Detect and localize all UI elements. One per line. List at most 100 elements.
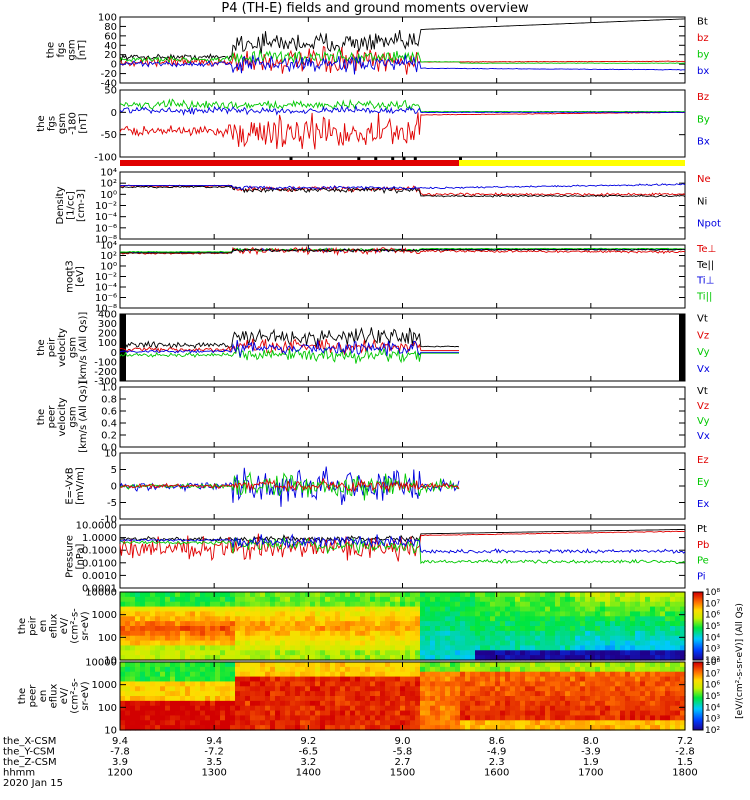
legend-Ey: Ey <box>697 477 709 488</box>
y-tick-label-peer_vel: 0.0 <box>101 443 117 454</box>
y-axis-label-fgs_m180: the <box>36 115 47 131</box>
series-by <box>119 48 686 65</box>
y-axis-label-peer_vel: gsm <box>68 406 79 427</box>
heatmap-peir-eflux <box>120 592 686 661</box>
state-bar-yellow <box>459 160 685 166</box>
y-axis-label-peer_vel: [km/s (All Qs)] <box>78 381 89 453</box>
series-Vz <box>119 338 459 356</box>
y-tick-label-peer_eflux: 10 <box>104 726 117 737</box>
y-tick-label-pressure: 0.0100 <box>82 558 117 569</box>
chart-title: P4 (TH-E) fields and ground moments over… <box>221 1 529 16</box>
y-tick-label-fgs_m180: 0 <box>111 108 117 119</box>
y-tick-label-peer_eflux: 1000 <box>92 680 117 691</box>
legend-Bz: Bz <box>697 92 709 103</box>
y-axis-label-density: [1/cc] <box>66 191 77 220</box>
series-Vx <box>119 340 459 357</box>
y-tick-label-pressure: 10.0000 <box>76 521 117 532</box>
x-axis-row-label: the_Y-CSM <box>3 747 55 758</box>
legend-Ni: Ni <box>697 196 707 207</box>
series-By <box>119 98 685 113</box>
y-axis-label-peer_vel: velocity <box>57 397 68 436</box>
panel-frame-density <box>119 171 686 240</box>
colorbar-label: [eV/(cm²-s-sr-eV)] (All Qs) <box>735 603 745 719</box>
y-tick-label-fgs: 20 <box>104 50 117 61</box>
y-tick-label-pressure: 0.0001 <box>82 584 117 595</box>
legend-Ez: Ez <box>697 455 709 466</box>
y-axis-label-density: [cm-3] <box>76 189 87 222</box>
y-tick-label-density: 10⁻⁴ <box>95 212 117 223</box>
state-bar-mark <box>357 157 361 160</box>
y-axis-label-efield: [mV/m] <box>75 467 86 505</box>
legend-Vz: Vz <box>697 401 709 412</box>
x-tick-label: 8.0 <box>583 736 599 747</box>
y-tick-label-peir_eflux: 10 <box>104 656 117 667</box>
x-tick-label: 2.7 <box>395 757 411 768</box>
x-tick-label: -2.8 <box>675 747 695 758</box>
x-tick-label: 1500 <box>390 768 415 779</box>
y-tick-label-fgs_m180: -100 <box>94 153 117 164</box>
series-Bt <box>119 18 685 63</box>
colorbar-tick-label: 10⁴ <box>705 703 720 713</box>
y-axis-label-fgs_m180: [nT] <box>78 113 89 133</box>
x-tick-label: 3.2 <box>300 757 316 768</box>
legend-Ex: Ex <box>697 499 709 510</box>
y-tick-label-temp: 10⁻² <box>95 272 117 283</box>
legend-Ti⊥: Ti⊥ <box>696 276 714 287</box>
series-Te-perp <box>119 245 686 257</box>
legend-Vy: Vy <box>697 416 710 427</box>
y-axis-label-peir_vel: velocity <box>57 328 68 367</box>
y-tick-label-pressure: 0.0010 <box>82 571 117 582</box>
y-tick-label-temp: 10⁻⁴ <box>95 283 117 294</box>
x-tick-label: 2.3 <box>489 757 505 768</box>
y-tick-label-peir_vel: -200 <box>94 367 117 378</box>
y-axis-label-fgs: the <box>46 42 57 58</box>
y-tick-label-peer_eflux: 100 <box>98 703 117 714</box>
x-tick-label: 9.4 <box>112 736 128 747</box>
series-Ni <box>119 185 686 198</box>
y-tick-label-peer_eflux: 10000 <box>85 658 117 669</box>
y-tick-label-peir_eflux: 10000 <box>85 588 117 599</box>
state-bar-mark <box>391 157 395 160</box>
colorbar-tick-label: 10⁵ <box>705 692 720 702</box>
y-axis-label-peer_eflux: (cm²-s- <box>70 678 81 714</box>
state-bar-mark <box>289 157 293 160</box>
x-tick-label: -7.8 <box>110 747 130 758</box>
legend-Vz: Vz <box>697 330 709 341</box>
x-axis-row-label: the_Z-CSM <box>3 757 57 768</box>
y-tick-label-pressure: 0.1000 <box>82 546 117 557</box>
x-axis-date: 2020 Jan 15 <box>3 778 63 789</box>
y-axis-label-fgs_m180: -180 <box>68 112 79 135</box>
y-tick-label-temp: 10⁴ <box>100 241 117 252</box>
y-axis-label-peer_eflux: en <box>38 690 49 703</box>
colorbar-tick-label: 10⁷ <box>705 669 720 679</box>
legend-Bx: Bx <box>697 137 710 148</box>
state-bar-mark <box>402 157 406 160</box>
legend-Ne: Ne <box>697 174 711 185</box>
y-axis-label-temp: moqt3 <box>65 260 76 293</box>
x-tick-label: 9.4 <box>206 736 222 747</box>
y-axis-label-efield: E=-VxB <box>65 467 76 504</box>
legend-Npot: Npot <box>697 219 721 230</box>
y-axis-label-peir_vel: peir <box>47 337 58 357</box>
colorbar-tick-label: 10³ <box>705 645 720 655</box>
x-tick-label: 1800 <box>672 768 697 779</box>
legend-Pe: Pe <box>697 556 709 567</box>
colorbar-tick-label: 10⁴ <box>705 633 720 643</box>
y-axis-label-fgs_m180: gsm <box>57 113 68 134</box>
y-tick-label-peir_eflux: 100 <box>98 633 117 644</box>
y-tick-label-fgs: 40 <box>104 41 117 52</box>
colorbar-tick-label: 10³ <box>705 715 720 725</box>
series-bx <box>119 54 685 75</box>
panel-frame-pressure <box>119 524 686 589</box>
series-Vt <box>119 326 460 350</box>
y-tick-label-fgs_m180: 50 <box>104 86 117 97</box>
x-tick-label: 7.2 <box>677 736 693 747</box>
legend-bz: bz <box>697 33 709 44</box>
colorbar-tick-label: 10⁷ <box>705 599 720 609</box>
y-tick-label-fgs: 0 <box>111 60 117 71</box>
series-Pe <box>119 536 686 565</box>
colorbar-tick-label: 10² <box>705 726 720 736</box>
y-axis-label-peir_eflux: sr-eV) <box>80 611 91 640</box>
colorbar-peer <box>692 661 704 731</box>
